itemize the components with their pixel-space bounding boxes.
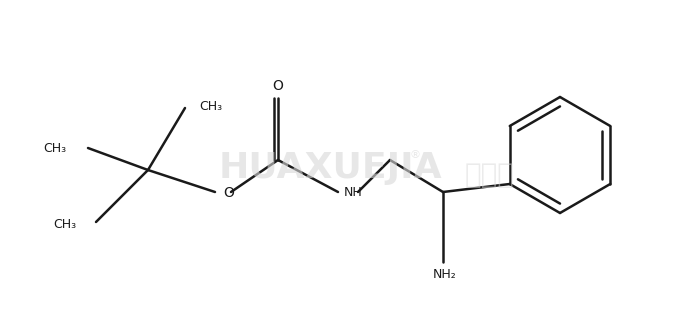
Text: O: O xyxy=(223,186,234,200)
Text: CH₃: CH₃ xyxy=(53,218,76,230)
Text: CH₃: CH₃ xyxy=(43,141,66,155)
Text: ®: ® xyxy=(409,150,420,160)
Text: O: O xyxy=(272,79,284,93)
Text: NH₂: NH₂ xyxy=(433,268,457,281)
Text: CH₃: CH₃ xyxy=(199,100,222,113)
Text: NH: NH xyxy=(344,187,363,199)
Text: 化学加: 化学加 xyxy=(465,161,515,189)
Text: HUAXUEJIA: HUAXUEJIA xyxy=(218,151,442,185)
